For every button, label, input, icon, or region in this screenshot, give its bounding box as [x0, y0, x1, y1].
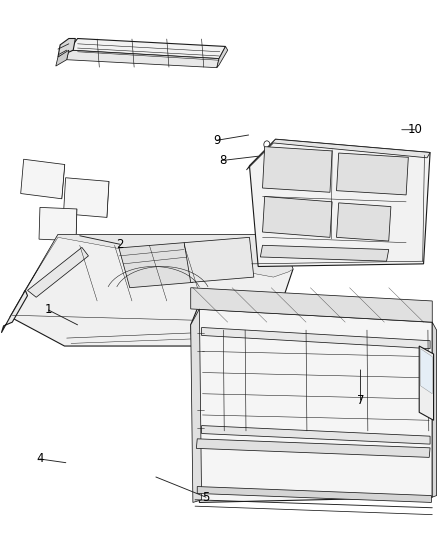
Polygon shape	[28, 247, 88, 297]
Polygon shape	[119, 243, 193, 288]
Polygon shape	[184, 237, 254, 282]
Polygon shape	[262, 197, 332, 237]
Polygon shape	[247, 139, 430, 170]
Polygon shape	[58, 38, 75, 57]
Polygon shape	[191, 309, 201, 503]
Text: 4: 4	[36, 453, 43, 465]
Polygon shape	[432, 322, 437, 497]
Polygon shape	[39, 207, 77, 241]
Text: 9: 9	[213, 134, 221, 147]
Polygon shape	[420, 349, 432, 394]
Polygon shape	[197, 487, 431, 503]
Polygon shape	[191, 288, 432, 322]
Polygon shape	[23, 235, 293, 293]
Text: 2: 2	[116, 238, 124, 251]
Polygon shape	[201, 327, 430, 349]
Polygon shape	[336, 153, 408, 195]
Polygon shape	[64, 177, 109, 217]
Polygon shape	[250, 139, 430, 266]
Text: 8: 8	[219, 154, 226, 167]
Polygon shape	[260, 245, 389, 261]
Polygon shape	[191, 309, 432, 503]
Polygon shape	[56, 50, 69, 66]
Polygon shape	[196, 439, 430, 457]
Polygon shape	[69, 38, 226, 59]
Polygon shape	[67, 50, 219, 68]
Polygon shape	[419, 346, 434, 420]
Text: 10: 10	[407, 123, 422, 136]
Polygon shape	[336, 203, 391, 241]
Polygon shape	[1, 290, 28, 333]
Text: 1: 1	[45, 303, 52, 317]
Polygon shape	[10, 235, 293, 346]
Text: 5: 5	[202, 491, 210, 504]
Text: 7: 7	[357, 393, 364, 407]
Polygon shape	[262, 147, 332, 192]
Polygon shape	[217, 46, 228, 68]
Polygon shape	[21, 159, 65, 199]
Polygon shape	[201, 425, 430, 444]
